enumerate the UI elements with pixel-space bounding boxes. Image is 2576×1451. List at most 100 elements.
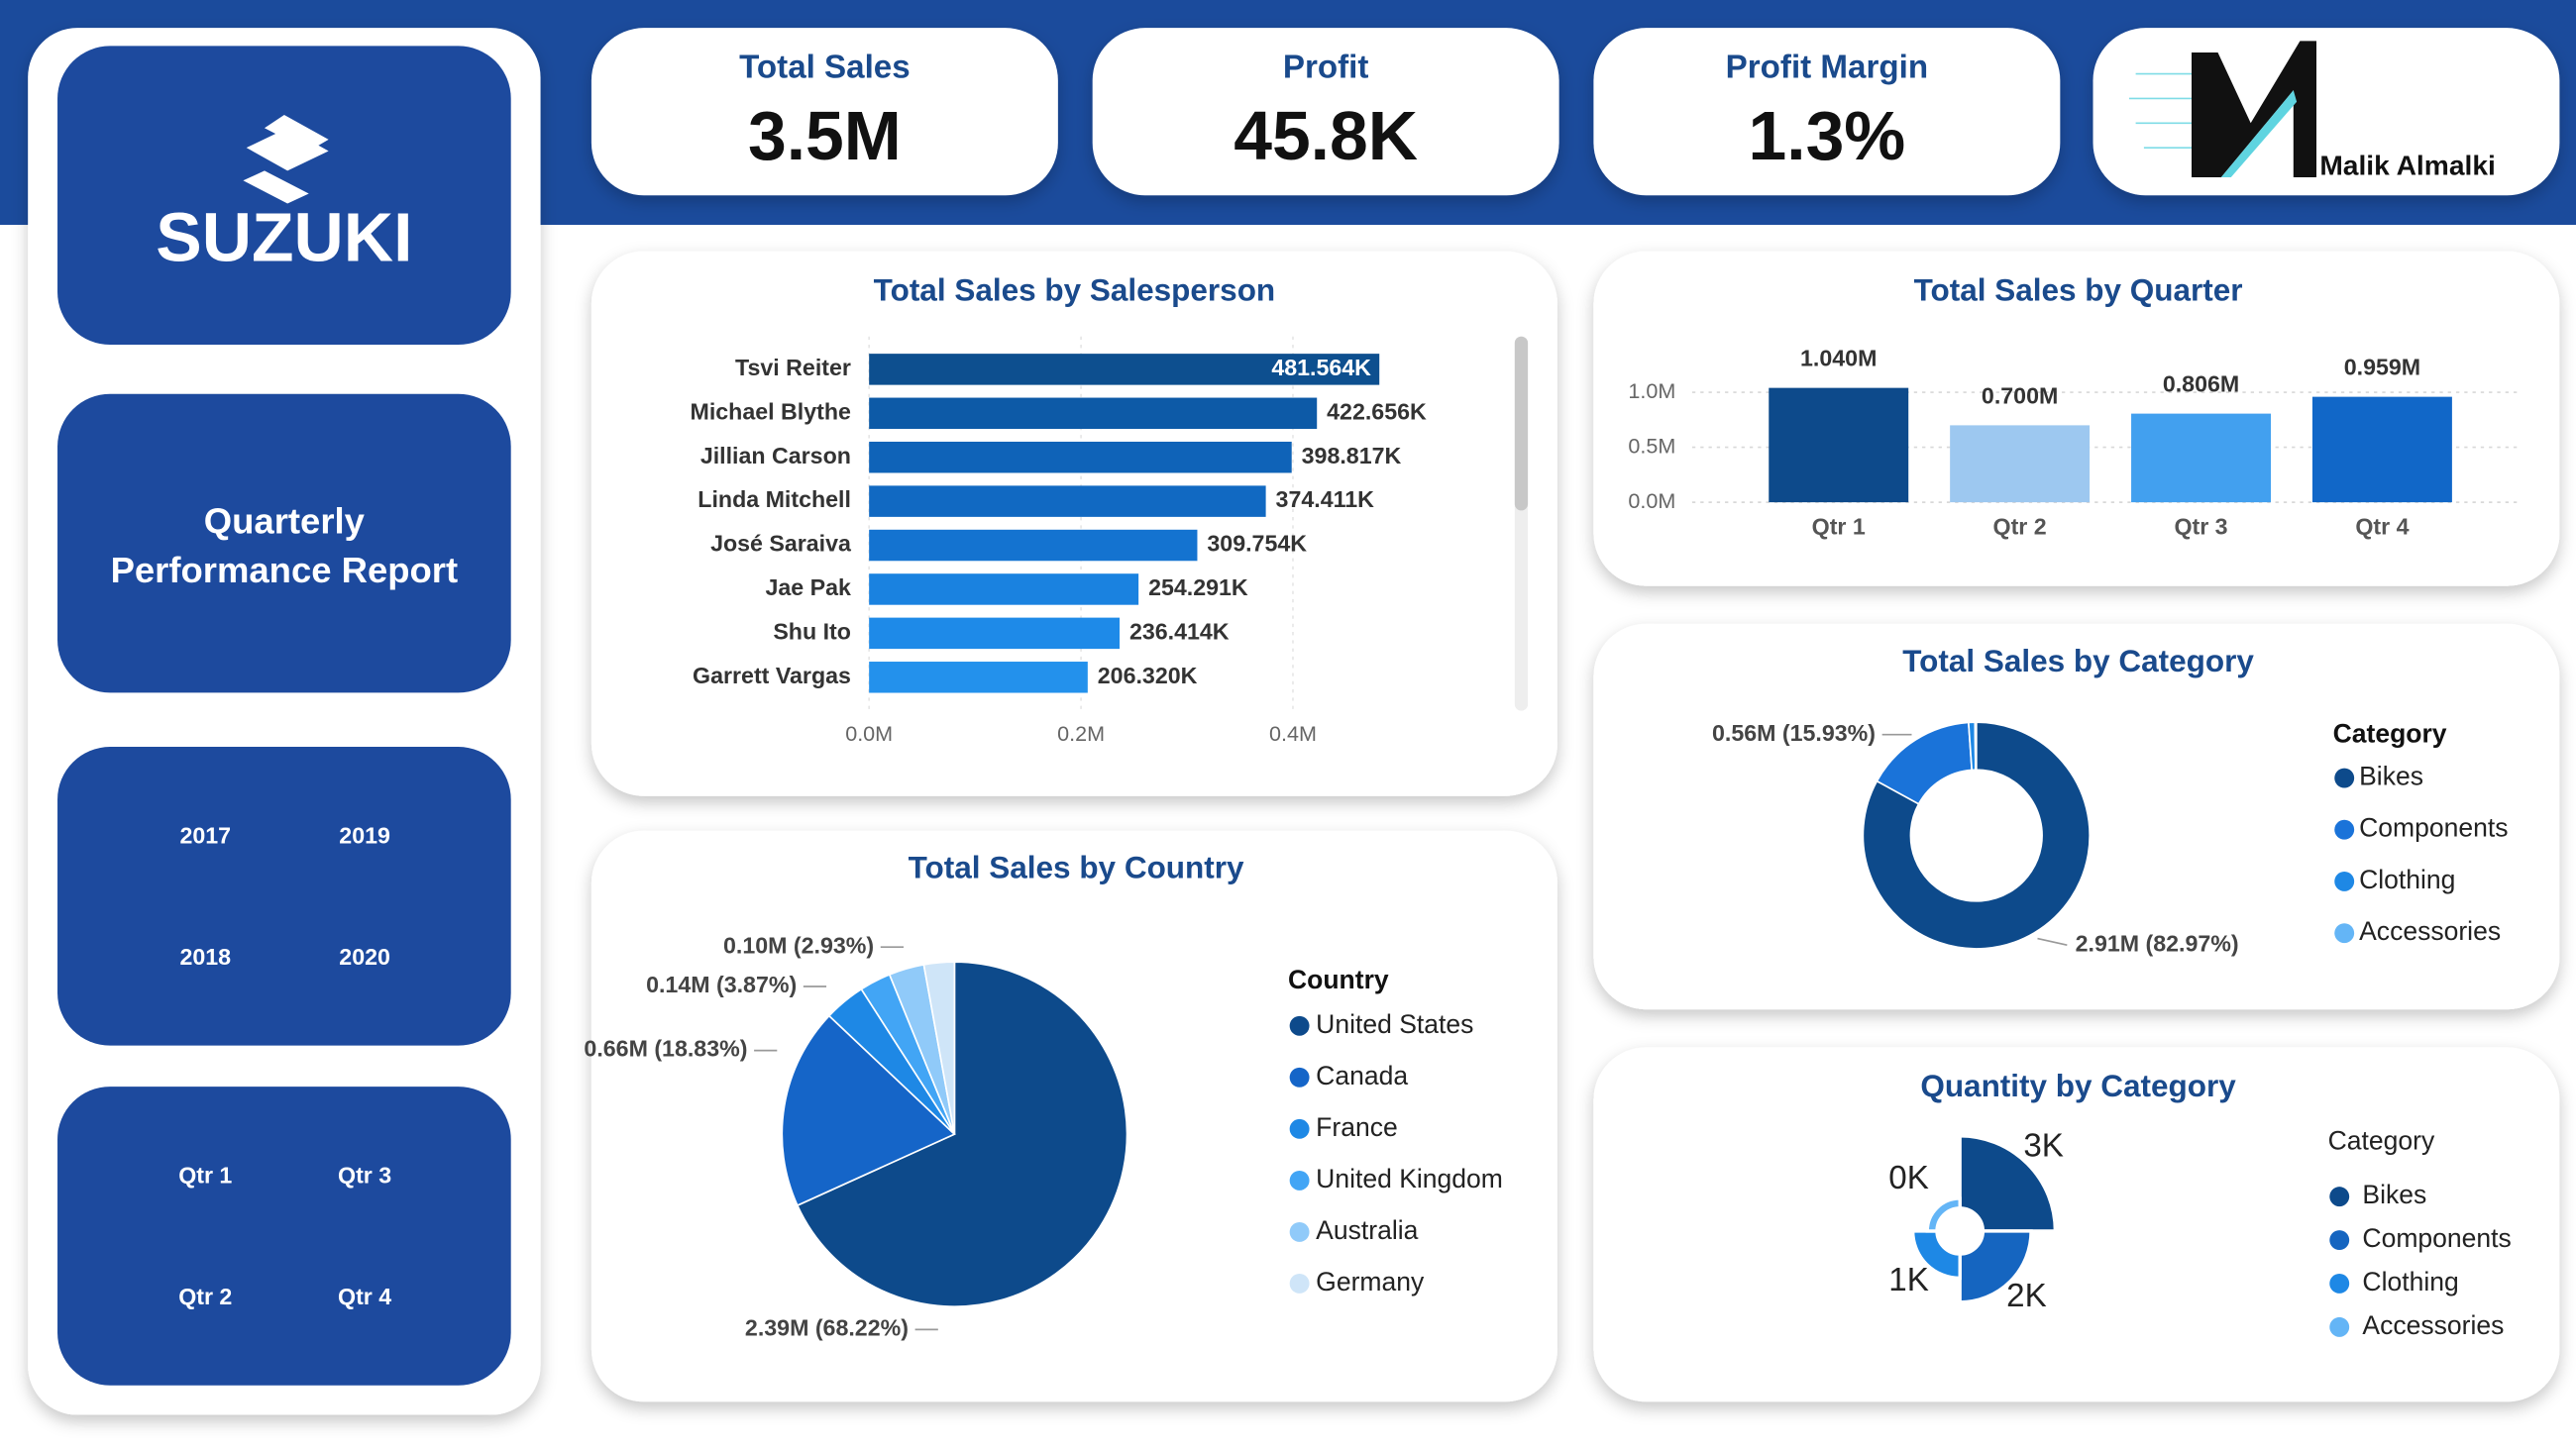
chart-card: [590, 251, 1557, 796]
data-label: 0K: [1888, 1160, 1929, 1196]
legend-swatch: [2334, 923, 2355, 944]
data-label: 0.700M: [1982, 382, 2058, 408]
slicer-item[interactable]: 2017: [179, 822, 231, 848]
bar: [869, 662, 1088, 693]
polar-segment: [1910, 1229, 1962, 1281]
pie-slice: [781, 1014, 956, 1207]
logo-text: SUZUKI: [156, 199, 412, 276]
data-label: 0.66M (18.83%): [584, 1036, 747, 1062]
legend-label: France: [1316, 1112, 1398, 1142]
slicer-item[interactable]: 2019: [339, 822, 390, 848]
x-tick-label: Qtr 2: [1993, 514, 2047, 540]
y-tick-label: Michael Blythe: [691, 398, 852, 424]
data-label: 398.817K: [1302, 443, 1402, 468]
chart-title: Total Sales by Quarter: [1914, 271, 2243, 307]
y-tick-label: Shu Ito: [773, 618, 851, 644]
year-slicer[interactable]: [57, 747, 511, 1046]
data-label: 2.91M (82.97%): [2076, 930, 2239, 956]
polar-segment: [1925, 1196, 1962, 1233]
legend-title: Country: [1288, 965, 1389, 994]
bar: [2311, 396, 2452, 503]
legend-swatch: [2334, 768, 2355, 788]
x-tick-label: Qtr 4: [2355, 514, 2409, 540]
y-tick-label: Garrett Vargas: [693, 663, 851, 688]
legend-label: Accessories: [2359, 916, 2501, 946]
kpi-card: [1593, 28, 2061, 196]
chart-card: [1593, 1047, 2560, 1402]
legend-swatch: [2329, 1316, 2350, 1337]
data-label: 2.39M (68.22%): [745, 1314, 909, 1340]
slicer-item[interactable]: Qtr 3: [338, 1162, 391, 1188]
legend-label: Clothing: [2359, 865, 2455, 894]
report-title: Quarterly: [204, 500, 366, 541]
legend-swatch: [2334, 871, 2355, 891]
y-tick-label: Jae Pak: [766, 574, 852, 600]
chart-title: Quantity by Category: [1920, 1068, 2236, 1103]
kpi-value: 3.5M: [748, 97, 902, 174]
data-label: 0.806M: [2163, 371, 2239, 397]
suzuki-emblem: [243, 115, 329, 204]
data-label: 309.754K: [1207, 531, 1307, 557]
kpi-card: [1092, 28, 1559, 196]
legend-swatch: [2329, 1187, 2350, 1207]
report-title: Performance Report: [111, 550, 459, 590]
kpi-value: 45.8K: [1234, 97, 1418, 174]
slicer-item[interactable]: Qtr 1: [178, 1162, 232, 1188]
donut-slice: [1974, 721, 1978, 772]
slicer-item[interactable]: Qtr 2: [178, 1284, 232, 1309]
data-label: 236.414K: [1129, 618, 1230, 644]
data-label: 206.320K: [1098, 663, 1198, 688]
data-label: 2K: [2006, 1278, 2047, 1314]
y-tick-label: Tsvi Reiter: [735, 355, 851, 380]
data-label: 422.656K: [1327, 398, 1427, 424]
quarter-slicer[interactable]: [57, 1087, 511, 1386]
legend-label: Bikes: [2359, 762, 2423, 791]
bar: [869, 441, 1292, 473]
legend-label: Germany: [1316, 1267, 1425, 1296]
slicer-item[interactable]: 2018: [179, 944, 231, 970]
author-name: Malik Almalki: [2319, 149, 2496, 180]
x-tick-label: 0.4M: [1269, 721, 1317, 746]
legend-title: Category: [2333, 718, 2447, 748]
legend-swatch: [2329, 1230, 2350, 1250]
kpi-label: Total Sales: [739, 49, 911, 85]
legend-swatch: [1289, 1015, 1310, 1036]
legend-swatch: [1289, 1221, 1310, 1242]
report-title-box: [57, 393, 511, 693]
polar-segment: [1958, 1229, 2033, 1304]
data-label: 374.411K: [1276, 486, 1375, 512]
leader-line: [2037, 937, 2068, 947]
bar: [1769, 387, 1909, 503]
data-label: 0.56M (15.93%): [1712, 720, 1876, 746]
kpi-card: [590, 28, 1058, 196]
slicer-item[interactable]: Qtr 4: [338, 1284, 391, 1309]
x-tick-label: Qtr 1: [1812, 514, 1866, 540]
x-tick-label: Qtr 3: [2174, 514, 2227, 540]
data-label: 1.040M: [1800, 346, 1877, 371]
data-label: 254.291K: [1148, 574, 1248, 600]
scroll-thumb[interactable]: [1514, 336, 1529, 511]
legend-label: Canada: [1316, 1061, 1408, 1090]
bar: [869, 485, 1266, 517]
legend-swatch: [1289, 1170, 1310, 1191]
chart-title: Total Sales by Salesperson: [874, 271, 1276, 307]
data-label: 0.10M (2.93%): [723, 932, 874, 958]
kpi-label: Profit Margin: [1726, 49, 1928, 85]
data-label: 0.959M: [2344, 355, 2420, 380]
bar: [869, 397, 1318, 430]
legend-label: Australia: [1316, 1215, 1418, 1245]
kpi-value: 1.3%: [1749, 97, 1906, 174]
chart-title: Total Sales by Category: [1902, 643, 2254, 678]
y-tick-label: Linda Mitchell: [698, 486, 851, 512]
bar: [869, 617, 1121, 650]
legend-label: Clothing: [2362, 1267, 2458, 1296]
bar: [2131, 413, 2271, 503]
legend-swatch: [1289, 1274, 1310, 1294]
legend-label: Components: [2362, 1223, 2511, 1253]
legend-swatch: [1289, 1067, 1310, 1088]
data-label: 0.14M (3.87%): [646, 972, 797, 997]
pie-slice: [796, 961, 1128, 1307]
slicer-item[interactable]: 2020: [339, 944, 390, 970]
y-tick-label: José Saraiva: [710, 531, 852, 557]
